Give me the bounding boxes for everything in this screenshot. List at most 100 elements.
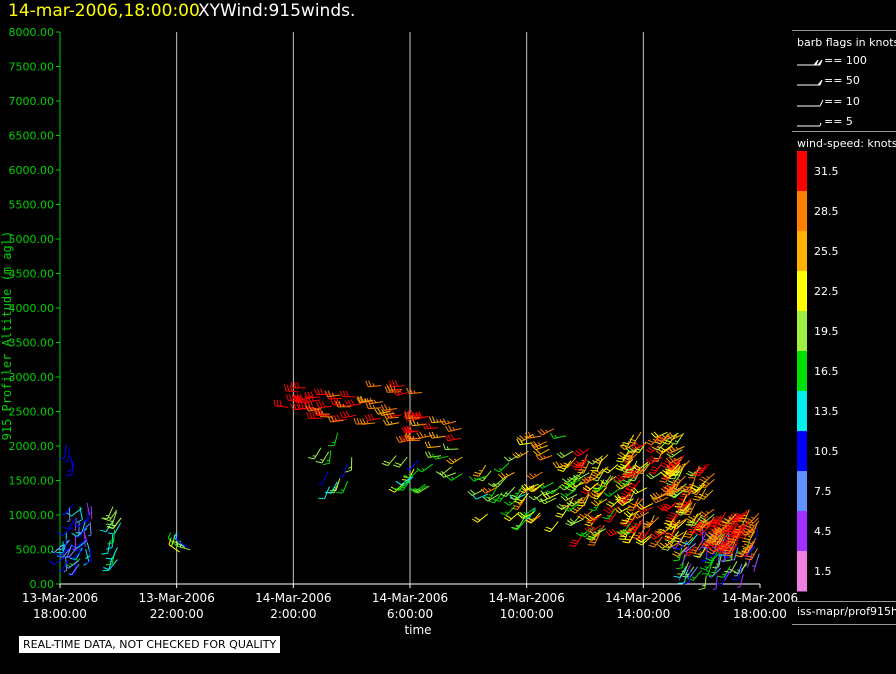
colorbar-segment bbox=[797, 431, 807, 472]
wind-barb bbox=[627, 522, 643, 534]
wind-barb bbox=[621, 453, 638, 463]
y-tick-label: 500.00 bbox=[16, 544, 55, 557]
speed-legend-title: wind-speed: knots bbox=[797, 137, 896, 150]
source-label: iss-mapr/prof915h bbox=[797, 605, 896, 618]
wind-barb bbox=[642, 515, 655, 528]
wind-barb bbox=[480, 486, 498, 494]
x-tick-label-date: 14-Mar-2006 bbox=[605, 591, 681, 605]
wind-barb bbox=[589, 528, 606, 536]
wind-barb bbox=[570, 458, 587, 469]
wind-barb bbox=[730, 528, 744, 542]
x-tick-label-date: 14-Mar-2006 bbox=[372, 591, 448, 605]
wind-barb bbox=[680, 501, 693, 514]
wind-barb bbox=[721, 519, 736, 532]
y-tick-label: 6500.00 bbox=[9, 130, 55, 143]
wind-barb bbox=[386, 384, 403, 391]
wind-barb bbox=[655, 446, 672, 455]
wind-barb bbox=[90, 506, 93, 520]
wind-barb bbox=[365, 402, 382, 410]
wind-barb bbox=[305, 404, 322, 412]
wind-barb bbox=[431, 453, 449, 460]
wind-barb bbox=[697, 519, 714, 528]
wind-barb bbox=[587, 533, 601, 546]
wind-barb bbox=[619, 465, 637, 473]
wind-barb bbox=[574, 458, 588, 471]
wind-barb bbox=[589, 499, 603, 512]
wind-barb bbox=[705, 551, 721, 562]
y-tick-label: 1500.00 bbox=[9, 475, 55, 488]
wind-barb bbox=[688, 542, 703, 554]
wind-barb bbox=[69, 547, 83, 560]
wind-barb bbox=[472, 464, 487, 477]
wind-barb bbox=[721, 522, 738, 533]
wind-barb bbox=[680, 545, 690, 556]
wind-barb bbox=[569, 503, 586, 514]
wind-barb bbox=[636, 528, 651, 540]
wind-barb bbox=[336, 480, 349, 494]
wind-barb bbox=[544, 521, 559, 533]
y-tick-label: 5500.00 bbox=[9, 199, 55, 212]
wind-barb bbox=[404, 434, 421, 441]
wind-barb bbox=[108, 522, 122, 535]
wind-barb bbox=[590, 498, 608, 507]
wind-barb bbox=[663, 527, 677, 540]
wind-barb bbox=[324, 390, 341, 398]
wind-barb bbox=[484, 486, 498, 499]
wind-barb bbox=[176, 534, 189, 548]
wind-barb bbox=[58, 559, 69, 572]
wind-barb bbox=[660, 458, 677, 469]
axes: 0.00 500.00 1000.00 1500.00 2000.00 2500.00 30… bbox=[0, 26, 798, 637]
wind-barb bbox=[273, 399, 289, 408]
wind-barb bbox=[550, 432, 567, 439]
y-tick-label: 3000.00 bbox=[9, 371, 55, 384]
wind-barb bbox=[428, 431, 445, 439]
wind-barb bbox=[708, 567, 722, 578]
wind-barb bbox=[424, 441, 441, 449]
wind-barb bbox=[531, 443, 549, 451]
wind-barb bbox=[648, 462, 663, 474]
wind-barb bbox=[444, 425, 462, 432]
wind-barb bbox=[591, 524, 605, 537]
wind-barb bbox=[557, 460, 572, 472]
wind-barb bbox=[106, 518, 122, 530]
wind-barb bbox=[706, 533, 723, 544]
wind-barb bbox=[660, 483, 677, 493]
wind-barb bbox=[70, 538, 87, 548]
wind-barb bbox=[467, 489, 485, 497]
wind-speed-colorbar: 31.5 28.5 25.5 22.5 19.5 16.5 13.5 10.5 7.5 4.5 1.… bbox=[797, 151, 839, 592]
wind-barb bbox=[374, 407, 391, 415]
x-tick-label-time: 18:00:00 bbox=[733, 607, 787, 621]
wind-barb bbox=[681, 552, 688, 565]
wind-barb bbox=[75, 522, 80, 537]
wind-barb bbox=[293, 395, 309, 403]
wind-barb bbox=[677, 570, 688, 584]
colorbar-segment bbox=[797, 151, 807, 192]
wind-barb bbox=[357, 395, 374, 403]
wind-barb bbox=[666, 485, 683, 495]
wind-barb bbox=[469, 475, 486, 482]
wind-barb bbox=[563, 475, 577, 488]
wind-barb bbox=[67, 549, 84, 559]
wind-barb bbox=[612, 474, 630, 483]
wind-barb bbox=[687, 521, 701, 534]
wind-barb bbox=[602, 507, 616, 520]
wind-barb bbox=[503, 454, 521, 462]
wind-barb bbox=[677, 499, 692, 512]
wind-barb bbox=[61, 504, 74, 515]
wind-barb bbox=[742, 530, 756, 543]
barb-legend-label: == 50 bbox=[824, 74, 860, 87]
wind-barb bbox=[712, 575, 718, 590]
wind-barb bbox=[392, 388, 410, 396]
wind-barb bbox=[365, 380, 382, 388]
wind-barb bbox=[713, 526, 728, 538]
wind-barb bbox=[83, 529, 88, 543]
wind-barb bbox=[685, 466, 702, 477]
wind-barb bbox=[556, 450, 574, 459]
wind-barb bbox=[577, 461, 590, 474]
wind-barb bbox=[566, 497, 583, 507]
wind-barb bbox=[715, 572, 728, 585]
wind-barb bbox=[511, 519, 526, 531]
wind-barb bbox=[657, 540, 674, 549]
x-tick-label-time: 6:00:00 bbox=[387, 607, 433, 621]
wind-barb bbox=[636, 505, 654, 514]
